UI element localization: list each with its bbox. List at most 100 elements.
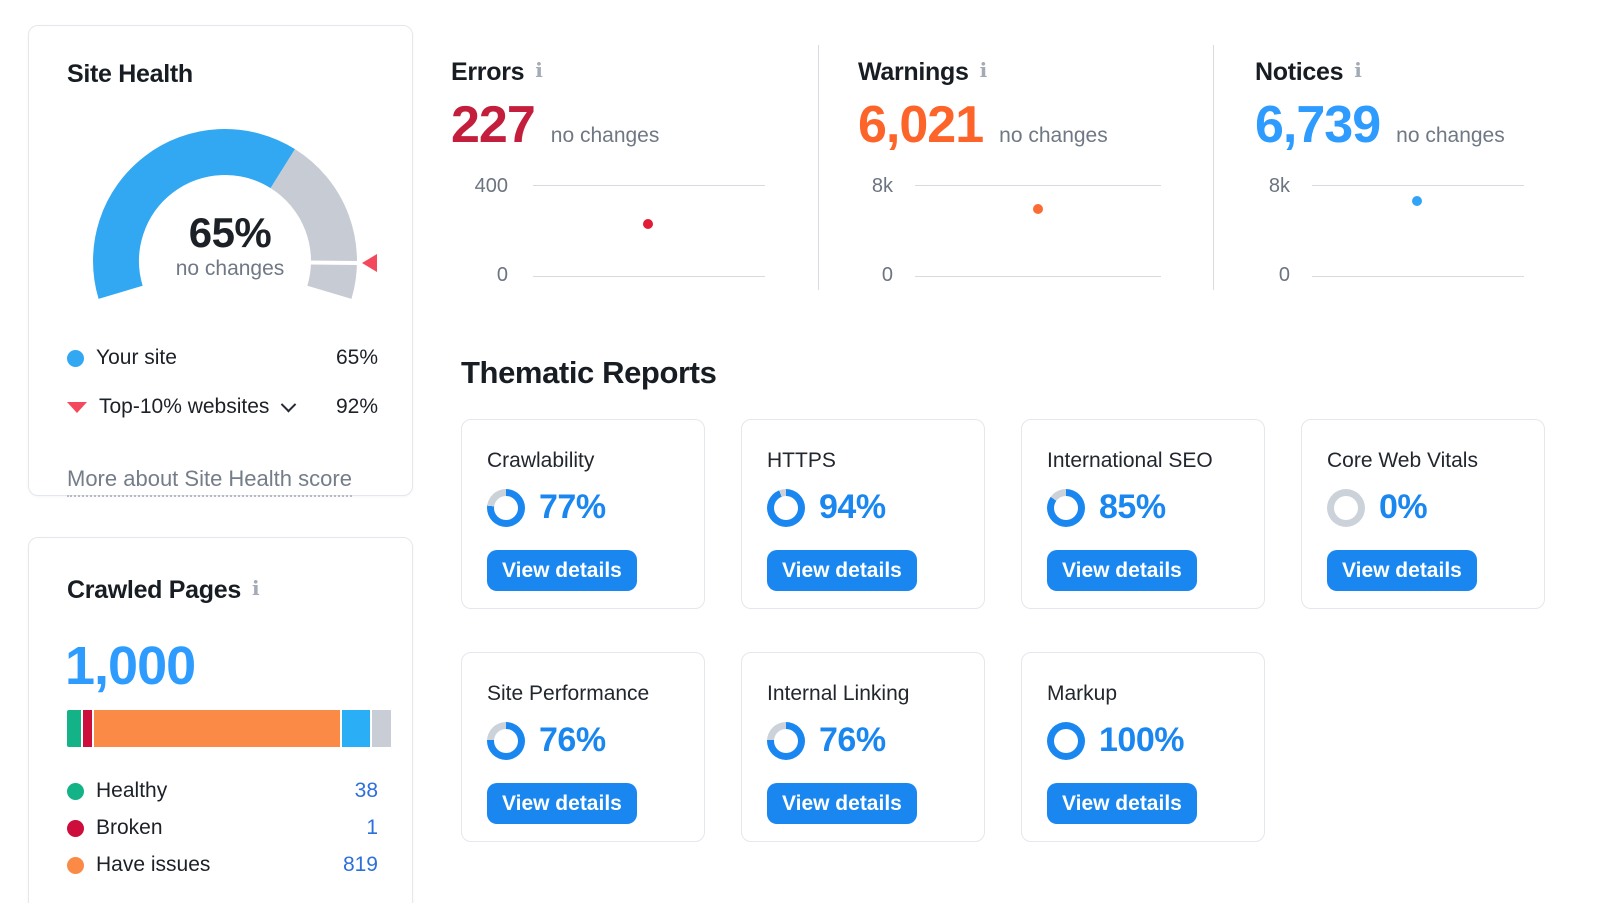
view-details-button[interactable]: View details	[1327, 550, 1477, 591]
healthy-dot-icon	[67, 782, 84, 800]
report-name: International SEO	[1047, 449, 1213, 472]
report-score: 77%	[539, 488, 606, 526]
chevron-down-icon[interactable]	[281, 396, 297, 412]
errors-value: 227	[451, 96, 536, 154]
report-name: Internal Linking	[767, 682, 910, 705]
bar-segment-blue	[341, 710, 370, 747]
more-about-site-health-link[interactable]: More about Site Health score	[67, 466, 352, 497]
errors-data-point[interactable]	[642, 219, 653, 230]
notices-data-point[interactable]	[1411, 195, 1422, 206]
warnings-value: 6,021	[858, 96, 984, 154]
info-icon[interactable]: i	[979, 58, 988, 82]
errors-axis-min: 0	[496, 264, 508, 286]
thematic-card-crawlability: Crawlability 77% View details	[461, 419, 705, 609]
score-ring-icon	[1047, 488, 1085, 527]
crawled-pages-total: 1,000	[65, 636, 196, 696]
score-ring-icon	[767, 721, 805, 760]
score-ring-icon	[1047, 721, 1085, 760]
report-name: Core Web Vitals	[1327, 449, 1478, 472]
healthy-label: Healthy	[96, 779, 168, 802]
issues-summary-row: Errors i 227 no changes 400 0 Warnings i	[451, 45, 1567, 290]
notices-change: no changes	[1396, 124, 1505, 147]
errors-change: no changes	[550, 124, 660, 147]
notices-axis-min: 0	[1278, 264, 1290, 286]
legend-row-healthy: Healthy 38	[67, 778, 378, 804]
top10-value: 92%	[335, 395, 378, 418]
your-site-label: Your site	[96, 346, 177, 369]
gauge-benchmark-notch	[306, 260, 360, 265]
info-icon[interactable]: i	[1354, 58, 1362, 82]
thematic-card-core-web-vitals: Core Web Vitals 0% View details	[1301, 419, 1545, 609]
notices-trend-chart: 8k 0	[1255, 175, 1524, 286]
broken-dot-icon	[67, 819, 84, 837]
report-name: Site Performance	[487, 682, 650, 705]
notices-value-row: 6,739 no changes	[1255, 99, 1505, 151]
legend-row-have-issues: Have issues 819	[67, 852, 378, 878]
notices-axis-max: 8k	[1268, 175, 1290, 197]
site-health-card: Site Health 65% no changes Your site 65%…	[28, 25, 413, 497]
errors-stat: Errors i 227 no changes 400 0	[451, 45, 818, 290]
report-name: Crawlability	[487, 449, 595, 472]
view-details-button[interactable]: View details	[1047, 783, 1197, 824]
report-score: 76%	[819, 721, 886, 759]
view-details-button[interactable]: View details	[487, 550, 637, 591]
report-score: 0%	[1379, 488, 1428, 526]
gauge-track-arc	[269, 149, 357, 299]
thematic-card-site-performance: Site Performance 76% View details	[461, 652, 705, 842]
report-score: 100%	[1099, 721, 1184, 759]
report-name: Markup	[1047, 682, 1118, 705]
legend-row-broken: Broken 1	[67, 815, 378, 841]
crawled-pages-card: Crawled Pages i 1,000 Healthy 38 Broken …	[28, 537, 413, 903]
notices-title-row: Notices i	[1255, 58, 1362, 87]
have-issues-dot-icon	[67, 856, 84, 874]
site-health-title-row: Site Health	[67, 60, 193, 89]
warnings-data-point[interactable]	[1032, 203, 1043, 214]
warnings-axis-max: 8k	[871, 175, 893, 197]
thematic-card-https: HTTPS 94% View details	[741, 419, 985, 609]
thematic-card-internal-linking: Internal Linking 76% View details	[741, 652, 985, 842]
errors-title: Errors	[451, 58, 525, 86]
score-ring-icon	[487, 488, 525, 527]
your-site-value: 65%	[335, 346, 378, 369]
view-details-button[interactable]: View details	[1047, 550, 1197, 591]
warnings-title-row: Warnings i	[858, 58, 987, 87]
notices-title: Notices	[1255, 58, 1344, 86]
crawled-pages-stacked-bar	[67, 710, 392, 747]
legend-row-top10-websites[interactable]: Top-10% websites 92%	[67, 394, 378, 420]
warnings-axis-min: 0	[881, 264, 893, 286]
broken-label: Broken	[96, 816, 163, 839]
view-details-button[interactable]: View details	[767, 783, 917, 824]
top10-marker-icon	[67, 401, 87, 413]
have-issues-count-link[interactable]: 819	[342, 853, 378, 876]
view-details-button[interactable]: View details	[487, 783, 637, 824]
errors-axis-max: 400	[474, 175, 508, 197]
report-score: 94%	[819, 488, 886, 526]
bar-segment-have-issues	[94, 710, 340, 747]
gauge-progress-arc	[93, 129, 295, 299]
report-name: HTTPS	[767, 449, 836, 472]
your-site-dot-icon	[67, 349, 84, 367]
crawled-pages-title: Crawled Pages	[67, 576, 241, 604]
broken-count-link[interactable]: 1	[366, 816, 378, 839]
thematic-reports-section: Thematic Reports Crawlability 77% View d…	[461, 345, 1561, 842]
have-issues-label: Have issues	[96, 853, 211, 876]
score-ring-icon	[767, 488, 805, 527]
site-health-score-change: no changes	[175, 257, 285, 280]
notices-stat: Notices i 6,739 no changes 8k 0	[1213, 45, 1567, 290]
errors-title-row: Errors i	[451, 58, 543, 87]
errors-trend-chart: 400 0	[451, 175, 765, 286]
info-icon[interactable]: i	[535, 58, 543, 82]
bar-segment-gray	[371, 710, 391, 747]
bar-segment-broken	[82, 710, 93, 747]
bar-segment-healthy	[67, 710, 81, 747]
warnings-trend-chart: 8k 0	[858, 175, 1161, 286]
thematic-reports-grid: Crawlability 77% View details HTTPS 94% …	[461, 419, 1561, 842]
report-score: 85%	[1099, 488, 1166, 526]
notices-value: 6,739	[1255, 96, 1381, 154]
info-icon[interactable]: i	[251, 576, 260, 600]
score-ring-icon	[1327, 488, 1365, 527]
warnings-value-row: 6,021 no changes	[858, 99, 1108, 151]
errors-value-row: 227 no changes	[451, 99, 659, 151]
healthy-count-link[interactable]: 38	[354, 779, 378, 802]
view-details-button[interactable]: View details	[767, 550, 917, 591]
